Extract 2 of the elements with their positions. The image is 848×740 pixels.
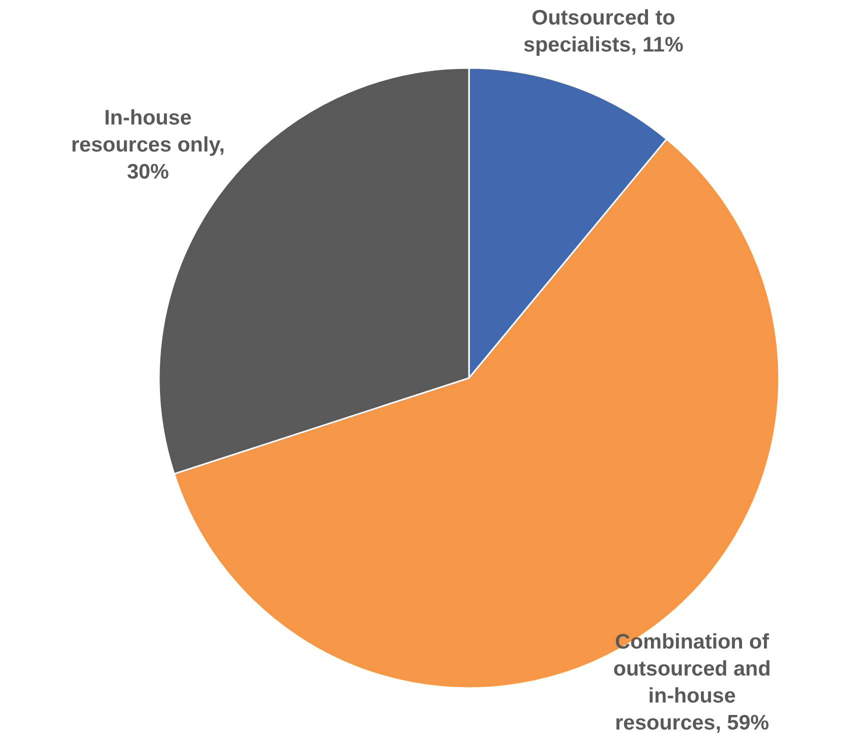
slice-label: In-house resources only, 30% — [71, 106, 225, 184]
slice-label: Outsourced to specialists, 11% — [523, 6, 684, 56]
